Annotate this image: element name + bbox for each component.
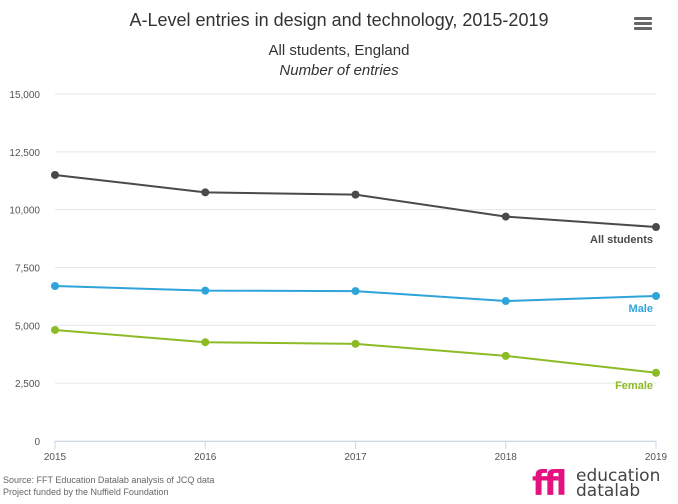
data-point-all-students[interactable] bbox=[501, 212, 510, 221]
chart-subtitle: All students, England Number of entries bbox=[0, 41, 678, 81]
y-tick-label: 2,500 bbox=[15, 379, 40, 390]
data-point-male[interactable] bbox=[51, 282, 59, 291]
series-label-male: Male bbox=[629, 303, 653, 315]
logo-word-datalab: datalab bbox=[576, 481, 641, 501]
series-line-all-students bbox=[54, 173, 657, 229]
series-label-all-students: All students bbox=[590, 234, 653, 246]
education-datalab-logo: ffl education datalab bbox=[532, 464, 662, 504]
y-tick-label: 7,500 bbox=[15, 264, 40, 275]
series-layer: All students Male Female bbox=[51, 170, 660, 392]
y-tick-label: 15,000 bbox=[9, 90, 40, 101]
funding-note: Project funded by the Nuffield Foundatio… bbox=[3, 487, 169, 497]
series-label-female: Female bbox=[615, 380, 653, 392]
subtitle-line-1: All students, England bbox=[268, 42, 410, 59]
data-point-female[interactable] bbox=[201, 338, 210, 347]
x-tick-label: 2017 bbox=[344, 452, 367, 463]
logo-mark: ffl bbox=[532, 464, 567, 504]
y-tick-label: 10,000 bbox=[9, 206, 40, 217]
logo-word-education: education bbox=[576, 466, 661, 486]
grid-lines bbox=[55, 93, 656, 442]
footer: Source: FFT Education Datalab analysis o… bbox=[3, 474, 214, 498]
x-tick-label: 2019 bbox=[645, 452, 668, 463]
y-tick-label: 5,000 bbox=[15, 321, 40, 332]
data-point-all-students[interactable] bbox=[51, 170, 59, 179]
source-note: Source: FFT Education Datalab analysis o… bbox=[3, 475, 215, 485]
data-point-male[interactable] bbox=[501, 297, 510, 306]
data-point-female[interactable] bbox=[501, 351, 510, 360]
x-axis: 2015 2016 2017 2018 2019 bbox=[44, 441, 668, 463]
y-tick-label: 0 bbox=[34, 437, 40, 448]
data-point-all-students[interactable] bbox=[652, 223, 660, 232]
data-point-female[interactable] bbox=[351, 339, 360, 348]
y-tick-label: 12,500 bbox=[9, 148, 40, 159]
x-tick-label: 2015 bbox=[44, 452, 67, 463]
data-point-all-students[interactable] bbox=[351, 190, 360, 199]
data-point-female[interactable] bbox=[51, 325, 59, 334]
data-point-all-students[interactable] bbox=[201, 188, 210, 197]
series-line-female bbox=[54, 328, 657, 374]
data-point-male[interactable] bbox=[201, 286, 210, 295]
subtitle-line-2: Number of entries bbox=[279, 62, 399, 79]
hamburger-menu-icon[interactable] bbox=[634, 17, 652, 31]
data-point-male[interactable] bbox=[351, 287, 360, 296]
chart-title: A-Level entries in design and technology… bbox=[129, 10, 549, 30]
data-point-female[interactable] bbox=[652, 368, 660, 377]
x-tick-label: 2018 bbox=[495, 452, 518, 463]
data-point-male[interactable] bbox=[652, 291, 660, 300]
x-tick-label: 2016 bbox=[194, 452, 217, 463]
y-axis-tick-labels: 0 2,500 5,000 7,500 10,000 12,500 15,000 bbox=[9, 90, 40, 448]
